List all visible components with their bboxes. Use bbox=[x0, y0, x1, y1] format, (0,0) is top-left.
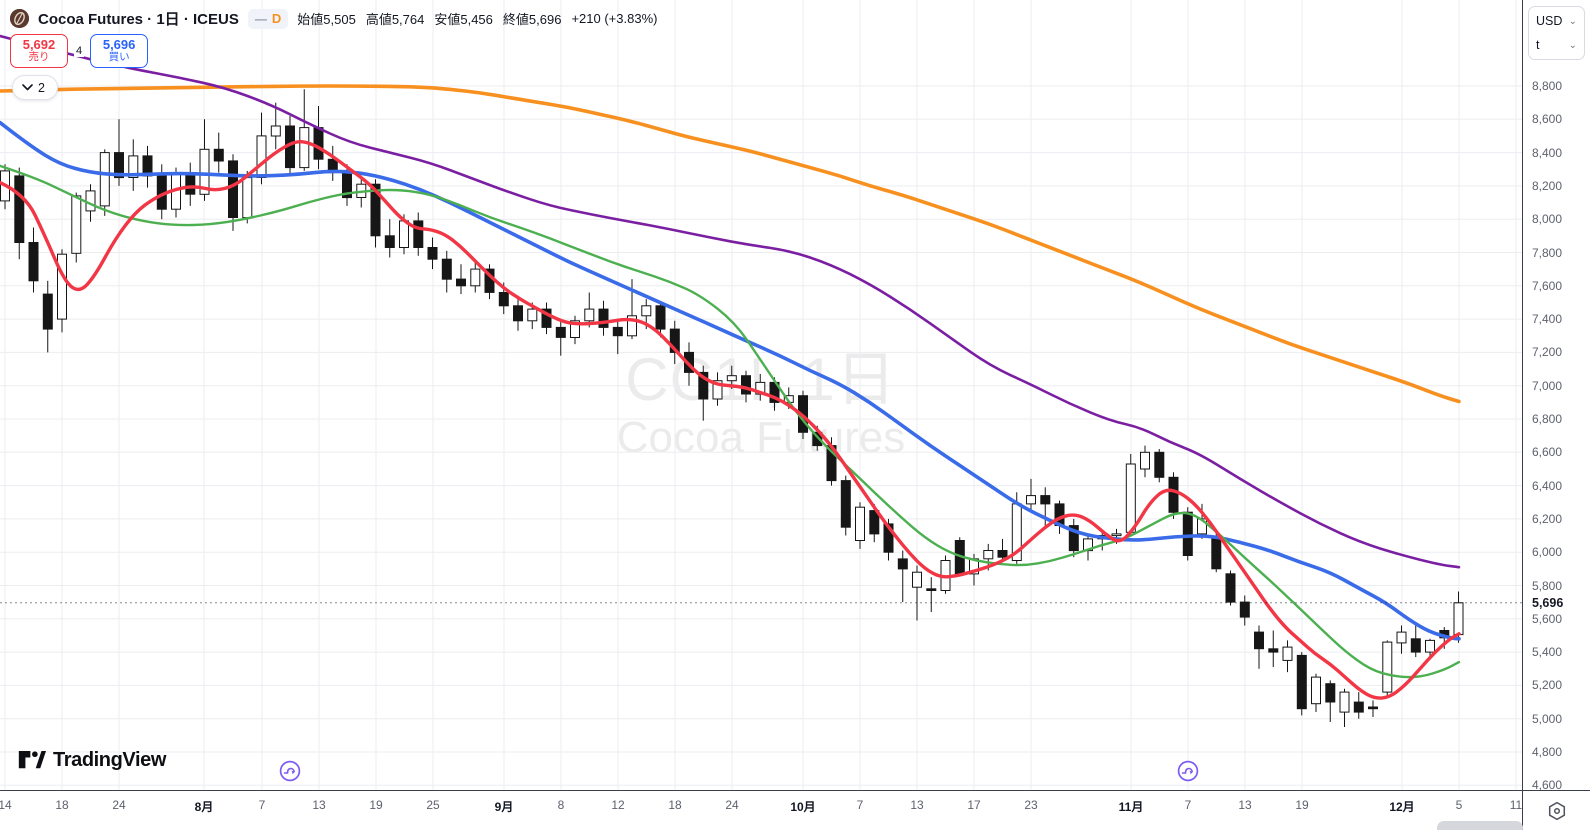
time-tick-label: 13 bbox=[910, 798, 924, 812]
price-tick-label: 7,800 bbox=[1532, 245, 1563, 260]
scale-gear-icon bbox=[1548, 801, 1565, 820]
cocoa-symbol-icon bbox=[10, 9, 29, 28]
price-tick-label: 8,800 bbox=[1532, 79, 1563, 93]
symbol-title[interactable]: Cocoa Futures · 1日 · ICEUS bbox=[38, 11, 239, 28]
time-tick-label: 18 bbox=[668, 798, 682, 812]
price-tick-label: 8,400 bbox=[1532, 145, 1563, 160]
price-tick-label: 4,600 bbox=[1532, 778, 1563, 793]
time-tick-label: 11 bbox=[1509, 798, 1523, 812]
price-tick-label: 8,000 bbox=[1532, 212, 1563, 227]
time-tick-label: 13 bbox=[1238, 798, 1252, 812]
symbol-legend: Cocoa Futures · 1日 · ICEUS — D 始値5,505 高… bbox=[10, 8, 657, 29]
open-value: 始値5,505 bbox=[297, 12, 356, 27]
time-tick-label: 18 bbox=[55, 798, 69, 812]
price-tick-label: 6,400 bbox=[1532, 478, 1563, 493]
scale-unit-menu: USD ⌄ t ⌄ bbox=[1528, 6, 1585, 60]
bottom-widget-handle[interactable] bbox=[1437, 821, 1523, 830]
price-tick-label: 5,800 bbox=[1532, 578, 1563, 593]
chevron-down-icon bbox=[22, 84, 33, 91]
price-tick-label: 4,800 bbox=[1532, 745, 1563, 759]
time-tick-label: 12月 bbox=[1389, 800, 1415, 814]
time-tick-label: 8月 bbox=[194, 800, 214, 814]
close-value: 終値5,696 bbox=[502, 12, 562, 27]
time-tick-label: 19 bbox=[1295, 798, 1309, 812]
time-tick-label: 24 bbox=[112, 798, 126, 812]
price-tick-label: 6,600 bbox=[1532, 445, 1563, 460]
time-tick-label: 9月 bbox=[494, 800, 514, 814]
price-tick-label: 7,400 bbox=[1532, 312, 1563, 327]
contract-rollover-icon[interactable] bbox=[279, 760, 301, 782]
time-tick-label: 7 bbox=[856, 798, 864, 812]
buy-price: 5,696 bbox=[102, 37, 136, 53]
sell-price: 5,692 bbox=[22, 37, 56, 53]
price-tick-label: 7,000 bbox=[1532, 378, 1563, 393]
time-tick-label: 8 bbox=[557, 798, 565, 812]
price-tick-label: 6,200 bbox=[1532, 511, 1563, 526]
price-tick-label: 5,200 bbox=[1532, 678, 1563, 693]
buy-button[interactable]: 5,696 買い bbox=[90, 34, 149, 68]
currency-value: USD bbox=[1536, 14, 1563, 28]
scale-settings-corner[interactable] bbox=[1523, 791, 1590, 830]
tradingview-logo-icon bbox=[18, 750, 46, 769]
unit-value: t bbox=[1536, 38, 1540, 52]
high-value: 高値5,764 bbox=[365, 12, 425, 27]
time-tick-label: 7 bbox=[1184, 798, 1192, 812]
tradingview-logo-text: TradingView bbox=[53, 748, 167, 771]
price-tick-label: 8,600 bbox=[1532, 112, 1563, 127]
unit-select[interactable]: t ⌄ bbox=[1529, 33, 1584, 57]
time-tick-label: 12 bbox=[611, 798, 625, 812]
time-tick-label: 11月 bbox=[1118, 800, 1144, 814]
tradingview-logo[interactable]: TradingView bbox=[18, 748, 166, 772]
interval-label: D bbox=[271, 11, 282, 26]
ohlc-readout: 始値5,505 高値5,764 安値5,456 終値5,696 +210 (+3… bbox=[297, 9, 657, 28]
currency-select[interactable]: USD ⌄ bbox=[1529, 9, 1584, 33]
low-value: 安値5,456 bbox=[434, 12, 493, 27]
time-tick-label: 5 bbox=[1455, 798, 1463, 812]
price-tick-label: 8,200 bbox=[1532, 178, 1563, 193]
interval-pill[interactable]: — D bbox=[247, 8, 289, 29]
time-tick-label: 24 bbox=[725, 798, 739, 812]
time-tick-label: 25 bbox=[426, 798, 440, 812]
price-tick-label: 6,800 bbox=[1532, 412, 1563, 426]
spread-value: 4 bbox=[74, 45, 85, 57]
price-scale[interactable]: 8,800 8,600 8,400 8,200 8,000 7,800 7,600 7,400… bbox=[1523, 0, 1590, 793]
collapse-count: 2 bbox=[38, 80, 45, 95]
time-tick-label: 10月 bbox=[790, 800, 816, 814]
price-chart-canvas[interactable] bbox=[0, 0, 1522, 790]
buy-label: 買い bbox=[108, 51, 130, 64]
chevron-down-icon: ⌄ bbox=[1568, 39, 1577, 51]
change-value: +210 (+3.83%) bbox=[571, 11, 658, 26]
price-tick-label: 5,600 bbox=[1532, 611, 1563, 626]
price-tick-label: 7,200 bbox=[1532, 345, 1563, 360]
time-axis-separator bbox=[0, 790, 1590, 791]
indicators-collapse-button[interactable]: 2 bbox=[12, 75, 58, 100]
trade-panel: 5,692 売り 4 5,696 買い bbox=[10, 34, 149, 68]
sell-button[interactable]: 5,692 売り bbox=[10, 34, 68, 68]
time-tick-label: 7 bbox=[258, 798, 266, 812]
price-tick-label: 6,000 bbox=[1532, 545, 1563, 560]
time-tick-label: 17 bbox=[967, 798, 981, 812]
time-tick-label: 14 bbox=[0, 798, 12, 812]
chart-style-dash-icon: — bbox=[254, 11, 267, 26]
time-tick-label: 23 bbox=[1024, 798, 1038, 812]
contract-rollover-icon[interactable] bbox=[1177, 760, 1199, 782]
price-tick-label: 7,600 bbox=[1532, 278, 1563, 293]
chart-pane[interactable]: CC1!, 1日 Cocoa Futures Cocoa Futures · 1… bbox=[0, 0, 1522, 790]
chevron-down-icon: ⌄ bbox=[1568, 15, 1577, 27]
time-scale[interactable]: 14 18 24 8月 7 13 19 25 9月 8 12 18 24 10月 7 13 17 23 11月 7 13… bbox=[0, 791, 1522, 830]
time-tick-label: 13 bbox=[312, 798, 326, 812]
price-axis-separator bbox=[1522, 0, 1523, 830]
time-tick-label: 19 bbox=[369, 798, 383, 812]
price-tick-label: 5,000 bbox=[1532, 711, 1563, 726]
sell-label: 売り bbox=[28, 51, 50, 64]
price-tick-label: 5,400 bbox=[1532, 645, 1563, 660]
last-price-label: 5,696 bbox=[1532, 595, 1566, 610]
